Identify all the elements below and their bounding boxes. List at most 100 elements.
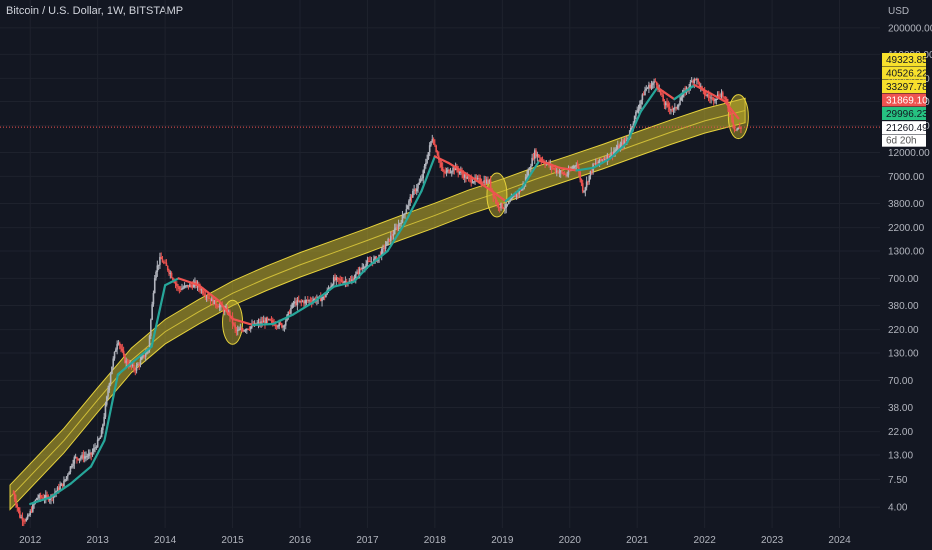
candle-body [156,265,159,273]
candle-body [239,328,242,330]
candle-body [648,84,650,88]
candle-body [552,167,554,169]
candle-body [506,203,509,205]
candle-body [238,329,240,331]
candle-body [562,172,565,175]
candle-body [185,285,187,287]
price-badge [882,53,926,66]
candle-body [434,144,436,146]
candle-body [151,304,153,320]
candle-body [517,193,519,195]
candle-body [218,305,221,308]
candle-body [192,283,195,288]
candle-body [380,249,383,257]
candle-body [121,348,124,351]
candle-body [568,170,571,172]
candle-body [172,277,174,281]
candle-body [723,96,725,98]
candle-body [389,235,392,242]
ma-segment [693,83,713,96]
ma-segment [575,166,595,172]
price-badge-label: 21260.49 [886,123,928,134]
candle-body [290,307,292,314]
candle-body [553,168,556,170]
candle-body [651,83,654,85]
candle-body [349,280,352,282]
candle-body [731,112,733,121]
candle-body [724,97,727,99]
candle-body [169,273,172,275]
candle-body [465,174,467,179]
candle-body [485,179,488,184]
ma-segment [150,284,167,348]
candle-body [492,190,495,197]
candle-body [102,424,104,431]
candle-body [211,298,213,302]
price-badge [882,80,926,93]
candle-body [15,499,17,505]
candle-body [610,152,613,156]
price-badge [882,134,926,147]
candle-body [703,90,706,96]
candle-body [711,97,714,99]
candle-body [117,342,120,345]
ma-segment [292,300,315,316]
price-badge-label: 31869.10 [886,96,928,107]
candle-body [120,345,122,349]
candle-body [693,78,696,83]
candle-body [107,390,109,397]
candle-body [572,166,575,169]
candle-body [246,328,248,331]
candle-body [300,300,303,302]
ma-segment [217,299,234,321]
candle-body [418,182,421,185]
ma-segment [420,155,436,193]
candle-body [91,451,94,455]
candle-body [508,201,510,204]
y-tick-label: 200000.00 [888,23,932,34]
candle-body [248,329,251,331]
candle-body [369,261,371,263]
ma-segment [433,155,450,164]
y-tick-label: 380.00 [888,301,919,312]
candle-body [63,480,65,487]
candle-body [33,503,35,505]
candle-body [56,487,59,492]
candle-body [591,170,593,172]
ma-segment [491,190,507,203]
candle-body [557,170,559,174]
candle-body [400,222,402,224]
candle-body [626,139,628,141]
candle-body [736,129,738,131]
candle-body [671,109,674,111]
candle-body [382,247,384,250]
candle-body [501,203,504,208]
candle-body [354,273,357,279]
candle-body [491,188,493,191]
candle-body [274,325,277,327]
candle-body [282,326,284,328]
candle-body [620,142,623,145]
candle-body [279,322,282,324]
y-tick-label: 4.00 [888,503,908,514]
candle-body [243,330,246,332]
ma-segment [164,277,180,287]
candle-body [258,322,261,324]
candle-body [419,179,422,183]
ma-segment [467,174,494,193]
candle-body [611,152,614,155]
candle-body [187,285,190,288]
candle-body [412,190,414,198]
candle-body [165,262,168,266]
x-tick-label: 2019 [491,535,514,546]
candle-body [496,202,498,204]
time-axis[interactable]: 2012 2013 2014 2015 2016 2017 2018 2019 2020 2021… [19,535,851,546]
candle-body [502,207,505,209]
candle-body [674,107,676,109]
candle-body [362,267,365,269]
candle-body [537,154,540,158]
ma-segment [332,280,356,288]
candle-body [266,318,269,320]
candle-body [59,485,61,490]
